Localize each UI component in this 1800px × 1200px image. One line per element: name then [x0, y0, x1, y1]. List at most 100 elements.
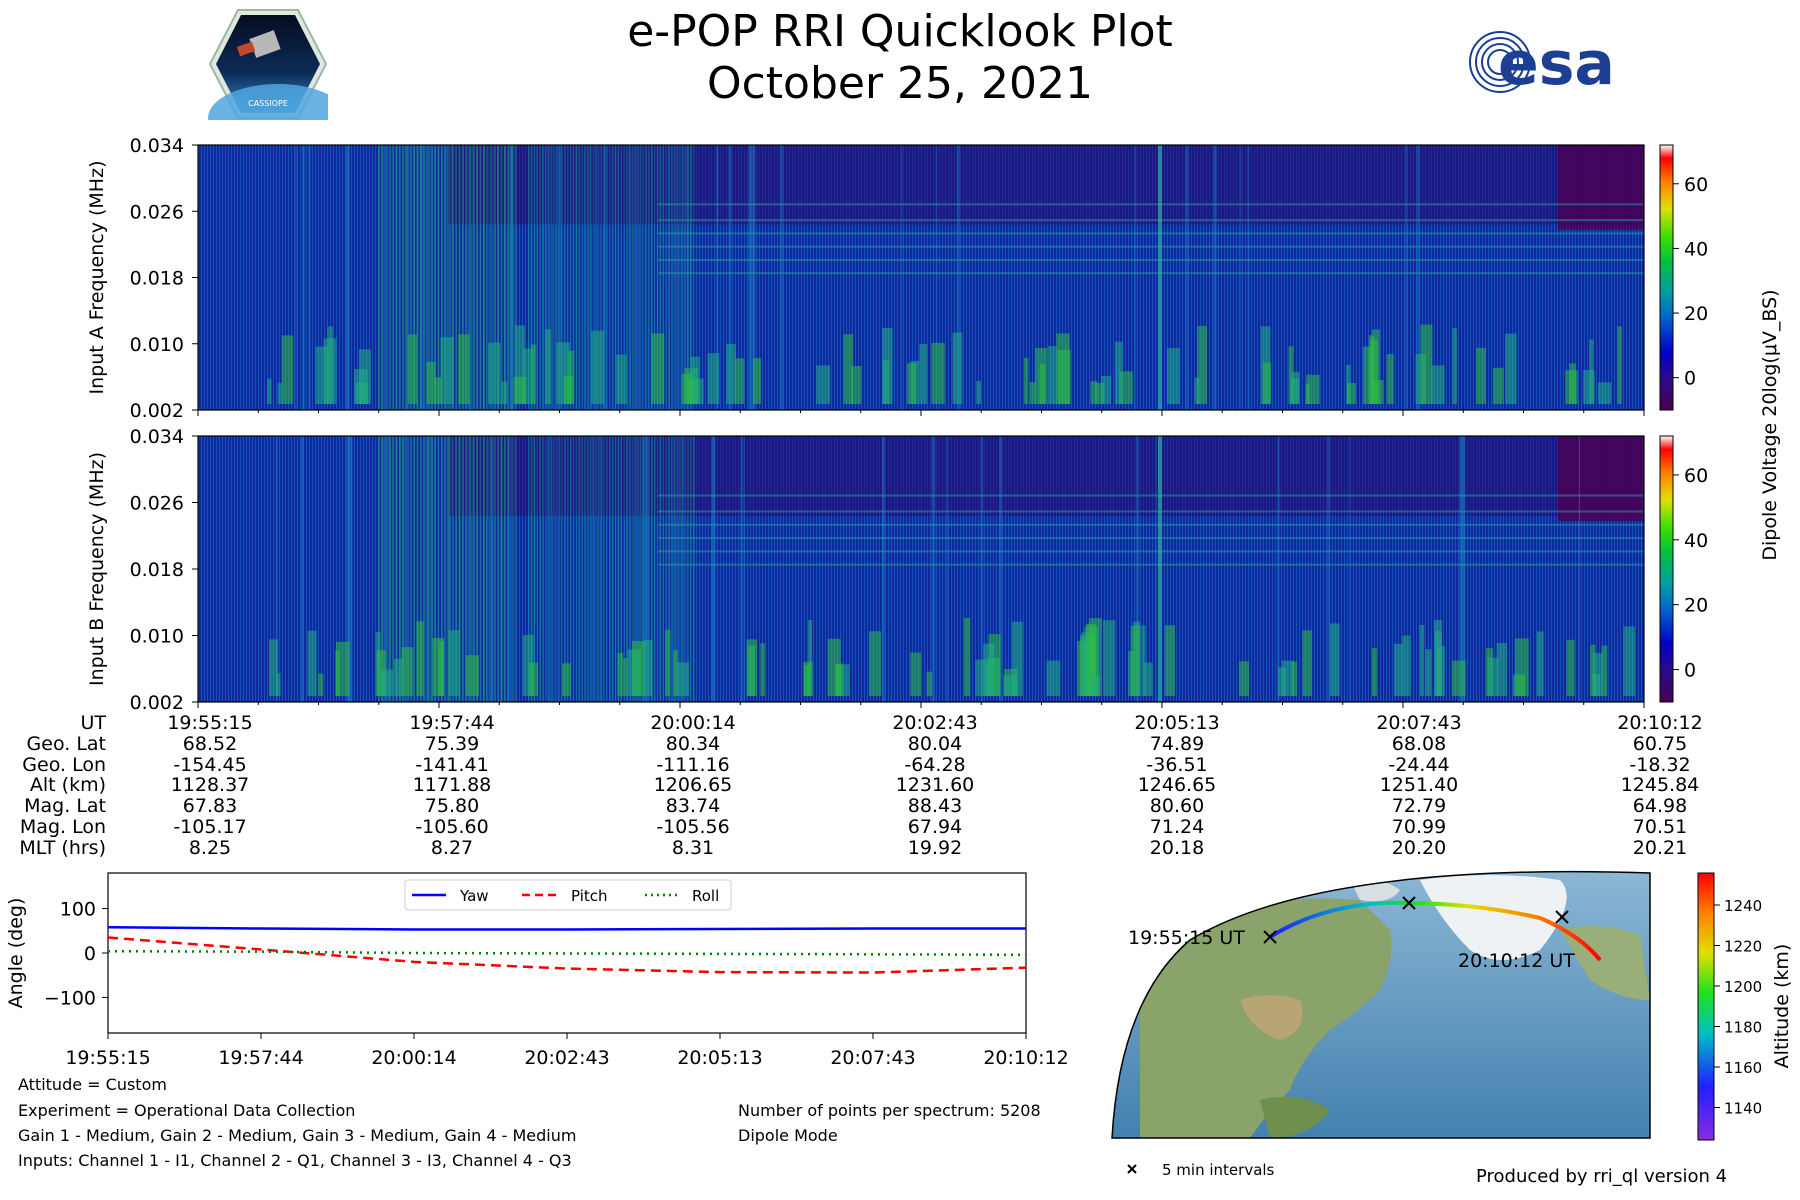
- orbit-cell: 8.27: [430, 836, 474, 859]
- y-tick-label: 0.002: [130, 400, 184, 422]
- orbit-cell: 71.24: [1149, 816, 1205, 838]
- y-tick-label: 0.026: [130, 493, 184, 515]
- colorbar-tick-label: 0: [1684, 660, 1696, 682]
- y-tick-label: 0.002: [130, 692, 184, 714]
- altitude-tick-label: 1220: [1724, 938, 1762, 956]
- orbit-cell: 1245.84: [1620, 774, 1700, 797]
- y-tick-label: 0.010: [130, 334, 184, 356]
- orbit-cell: -154.45: [173, 753, 247, 776]
- y-axis-label: Input A Frequency (MHz): [86, 161, 108, 395]
- orbit-cell: -24.44: [1388, 753, 1450, 776]
- orbit-table: UT Geo. Lat Geo. Lon Alt (km) Mag. Lat Mag. L…: [0, 713, 1800, 861]
- y-tick-label: 0.034: [130, 426, 184, 448]
- page-title: e-POP RRI Quicklook Plot: [627, 6, 1173, 57]
- legend-yaw: Yaw: [459, 887, 489, 905]
- colorbar-label: Dipole Voltage 20log(μV_BS): [1759, 289, 1781, 560]
- colorbar-tick-label: 60: [1684, 465, 1708, 487]
- orbit-cell: 8.25: [188, 836, 232, 859]
- attitude-x-tick: 20:07:43: [830, 1047, 915, 1069]
- orbit-cell: 70.51: [1632, 816, 1688, 838]
- colorbar-tick-label: 60: [1684, 174, 1708, 196]
- y-tick-label: 0.026: [130, 201, 184, 223]
- attitude-x-tick: 20:00:14: [371, 1047, 456, 1069]
- orbit-row-label: Alt (km): [29, 774, 106, 797]
- orbit-cell: -105.60: [415, 816, 489, 838]
- interval-markers: [1263, 896, 1569, 944]
- orbit-cell: 1231.60: [895, 774, 975, 797]
- orbit-cell: -36.51: [1146, 753, 1208, 776]
- dipole-mode: Dipole Mode: [738, 1126, 838, 1145]
- orbit-cell: 64.98: [1632, 795, 1688, 818]
- spectrogram-b: [197, 435, 1645, 703]
- svg-text:CASSIOPE: CASSIOPE: [248, 99, 288, 108]
- map-marker-legend: 5 min intervals: [1162, 1161, 1275, 1179]
- cassiope-logo: CASSIOPE: [208, 9, 328, 120]
- altitude-colorbar-label: Altitude (km): [1771, 944, 1793, 1069]
- y-tick-label: 0.018: [130, 559, 184, 581]
- orbit-cell: 20:00:14: [650, 712, 736, 734]
- orbit-row-label: MLT (hrs): [19, 836, 106, 859]
- orbit-cell: 80.04: [907, 732, 963, 755]
- map-end-label: 20:10:12 UT: [1458, 950, 1575, 972]
- attitude-x-tick: 19:55:15: [65, 1047, 150, 1069]
- colorbar-tick-label: 20: [1684, 303, 1708, 325]
- orbit-cell: -18.32: [1629, 753, 1691, 776]
- page-subtitle: October 25, 2021: [706, 58, 1093, 109]
- legend-pitch: Pitch: [571, 887, 608, 905]
- orbit-map: 19:55:15 UT 20:10:12 UT 5 min intervals …: [1111, 870, 1793, 1179]
- orbit-cell: 88.43: [907, 795, 963, 818]
- attitude-x-tick: 20:05:13: [677, 1047, 762, 1069]
- orbit-cell: 67.83: [182, 795, 238, 818]
- orbit-cell: -105.56: [656, 816, 730, 838]
- attitude-y-tick: −100: [44, 987, 96, 1009]
- attitude-mode: Attitude = Custom: [18, 1075, 167, 1094]
- esa-logo: esa: [1469, 29, 1615, 98]
- orbit-cell: 20:02:43: [892, 712, 978, 734]
- orbit-row-label: UT: [80, 712, 106, 734]
- attitude-x-tick: 20:10:12: [983, 1047, 1068, 1069]
- gain-settings: Gain 1 - Medium, Gain 2 - Medium, Gain 3…: [18, 1126, 577, 1145]
- attitude-y-tick: 100: [60, 899, 96, 921]
- altitude-tick-label: 1180: [1724, 1019, 1762, 1037]
- orbit-cell: 72.79: [1391, 795, 1447, 818]
- y-tick-label: 0.010: [130, 626, 184, 648]
- legend-roll: Roll: [692, 887, 719, 905]
- orbit-cell: 1251.40: [1379, 774, 1459, 797]
- orbit-cell: -141.41: [415, 753, 489, 776]
- altitude-tick-label: 1140: [1724, 1100, 1762, 1118]
- colorbar-tick-label: 40: [1684, 530, 1708, 552]
- orbit-cell: 75.80: [424, 795, 480, 818]
- series-pitch: [107, 936, 1027, 974]
- colorbar-tick-label: 0: [1684, 368, 1696, 390]
- orbit-cell: 83.74: [665, 795, 721, 818]
- attitude-x-tick: 20:02:43: [524, 1047, 609, 1069]
- y-tick-label: 0.034: [130, 135, 184, 157]
- orbit-cell: 20:05:13: [1134, 712, 1220, 734]
- orbit-cell: 19:55:15: [167, 712, 253, 734]
- orbit-cell: 70.99: [1391, 816, 1447, 838]
- altitude-tick-label: 1160: [1724, 1059, 1762, 1077]
- orbit-cell: 80.60: [1149, 795, 1205, 818]
- orbit-row-label: Mag. Lat: [24, 795, 106, 818]
- dipole-voltage-colorbar: 0 20 40 60 0 20 40 60 Dipole Voltage 20log(μV_B…: [1659, 144, 1781, 703]
- orbit-cell: -64.28: [904, 753, 966, 776]
- map-start-label: 19:55:15 UT: [1128, 927, 1245, 949]
- y-tick-label: 0.018: [130, 268, 184, 290]
- attitude-ylabel: Angle (deg): [5, 898, 27, 1009]
- orbit-cell: 67.94: [907, 816, 963, 838]
- orbit-cell: 20.21: [1632, 836, 1688, 859]
- orbit-cell: 1246.65: [1137, 774, 1217, 797]
- altitude-tick-label: 1200: [1724, 978, 1762, 996]
- interval-marker-icon: [1127, 1164, 1137, 1174]
- orbit-cell: 60.75: [1632, 732, 1688, 755]
- spectrogram-a: [197, 144, 1645, 411]
- orbit-row-label: Geo. Lat: [26, 732, 106, 755]
- attitude-legend: Yaw Pitch Roll: [404, 879, 732, 911]
- orbit-cell: 75.39: [424, 732, 480, 755]
- attitude-x-tick: 19:57:44: [218, 1047, 303, 1069]
- orbit-cell: 1171.88: [412, 774, 492, 797]
- orbit-row-label: Mag. Lon: [19, 816, 106, 838]
- orbit-cell: 20:10:12: [1617, 712, 1703, 734]
- attitude-plot: 100 0 −100 19:55:15 19:57:44 20:00:14 20:02:43…: [5, 872, 1069, 1069]
- y-axis-label: Input B Frequency (MHz): [86, 452, 108, 686]
